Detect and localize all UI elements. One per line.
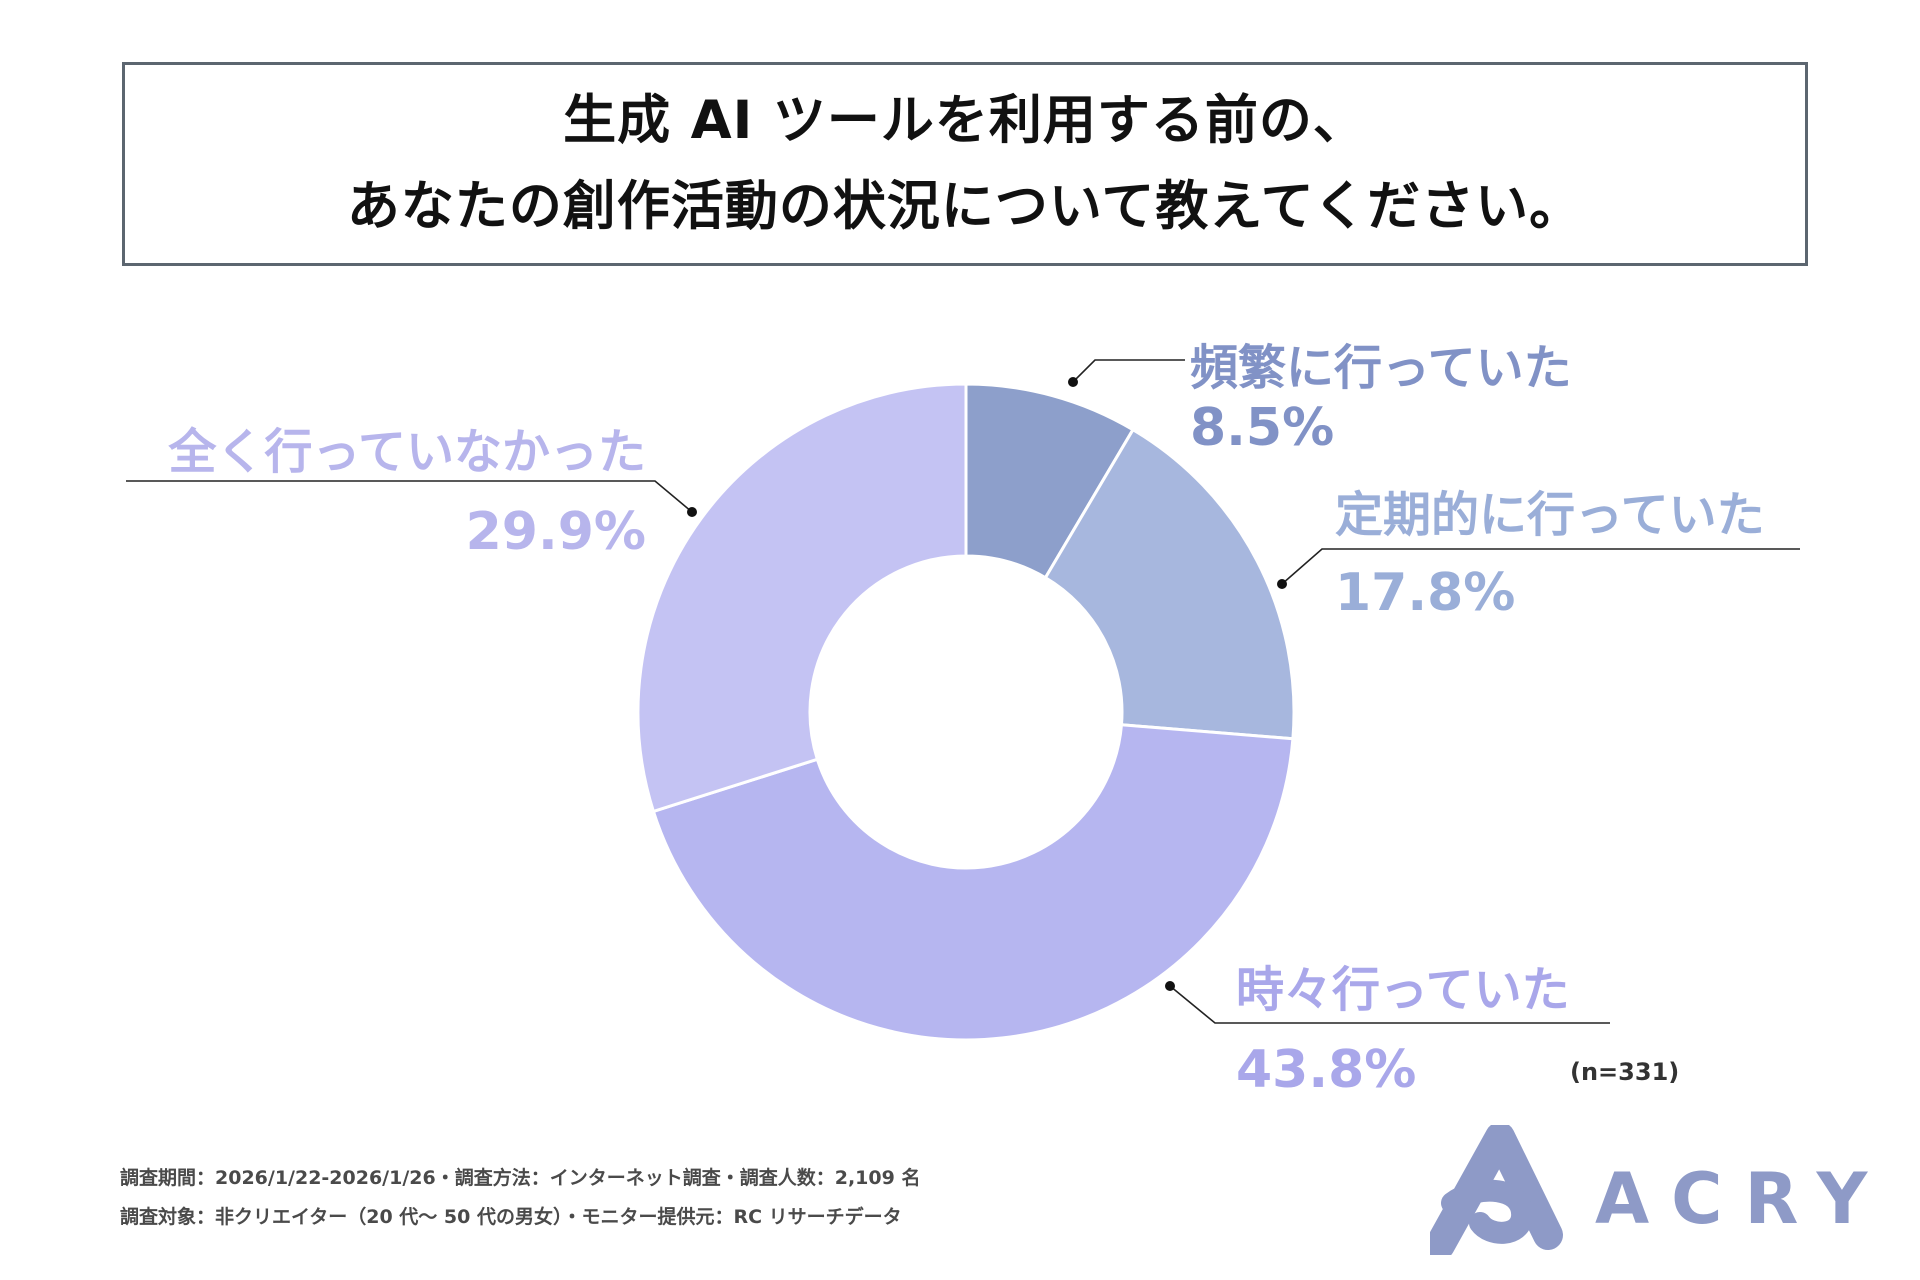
label-regular: 定期的に行っていた 17.8% — [1335, 475, 1765, 623]
donut-slice-3 — [651, 723, 1295, 1042]
leader-line-2 — [1281, 548, 1800, 585]
label-never-name: 全く行っていなかった — [168, 424, 646, 480]
acry-logo-icon — [1430, 1125, 1563, 1255]
title-box: 生成 AI ツールを利用する前の、 あなたの創作活動の状況について教えてください… — [122, 62, 1808, 266]
label-never-pct: 29.9% — [465, 502, 646, 562]
leader-line-4 — [126, 480, 693, 513]
brand-name: ACRY — [1595, 1158, 1890, 1240]
label-frequent-name: 頻繁に行っていた — [1190, 340, 1572, 396]
label-never: 全く行っていなかった 29.9% — [146, 412, 646, 562]
label-sometimes-name: 時々行っていた — [1236, 962, 1570, 1018]
label-frequent: 頻繁に行っていた 8.5% — [1190, 328, 1572, 458]
leader-line-1 — [1072, 359, 1185, 383]
donut-slice-4 — [636, 382, 968, 814]
label-sometimes-pct: 43.8% — [1236, 1040, 1417, 1100]
leader-dot-1 — [1068, 377, 1078, 387]
leader-dot-4 — [687, 507, 697, 517]
label-regular-name: 定期的に行っていた — [1335, 487, 1765, 543]
footer-survey-target: 調査対象：非クリエイター（20 代～ 50 代の男女）・モニター提供元：RC リ… — [120, 1206, 902, 1228]
donut-slice-2 — [1043, 427, 1296, 741]
chart-title-line-1: 生成 AI ツールを利用する前の、 — [563, 90, 1367, 151]
leader-dot-3 — [1165, 981, 1175, 991]
label-frequent-pct: 8.5% — [1190, 398, 1335, 458]
label-regular-pct: 17.8% — [1335, 563, 1516, 623]
chart-title-line-2: あなたの創作活動の状況について教えてください。 — [346, 176, 1584, 237]
footer-survey-period: 調査期間：2026/1/22-2026/1/26・調査方法：インターネット調査・… — [120, 1167, 921, 1189]
label-sometimes: 時々行っていた 43.8% — [1236, 950, 1570, 1100]
sample-size-note: (n=331) — [1570, 1058, 1680, 1086]
leader-line-3 — [1169, 985, 1610, 1024]
leader-dot-2 — [1277, 579, 1287, 589]
